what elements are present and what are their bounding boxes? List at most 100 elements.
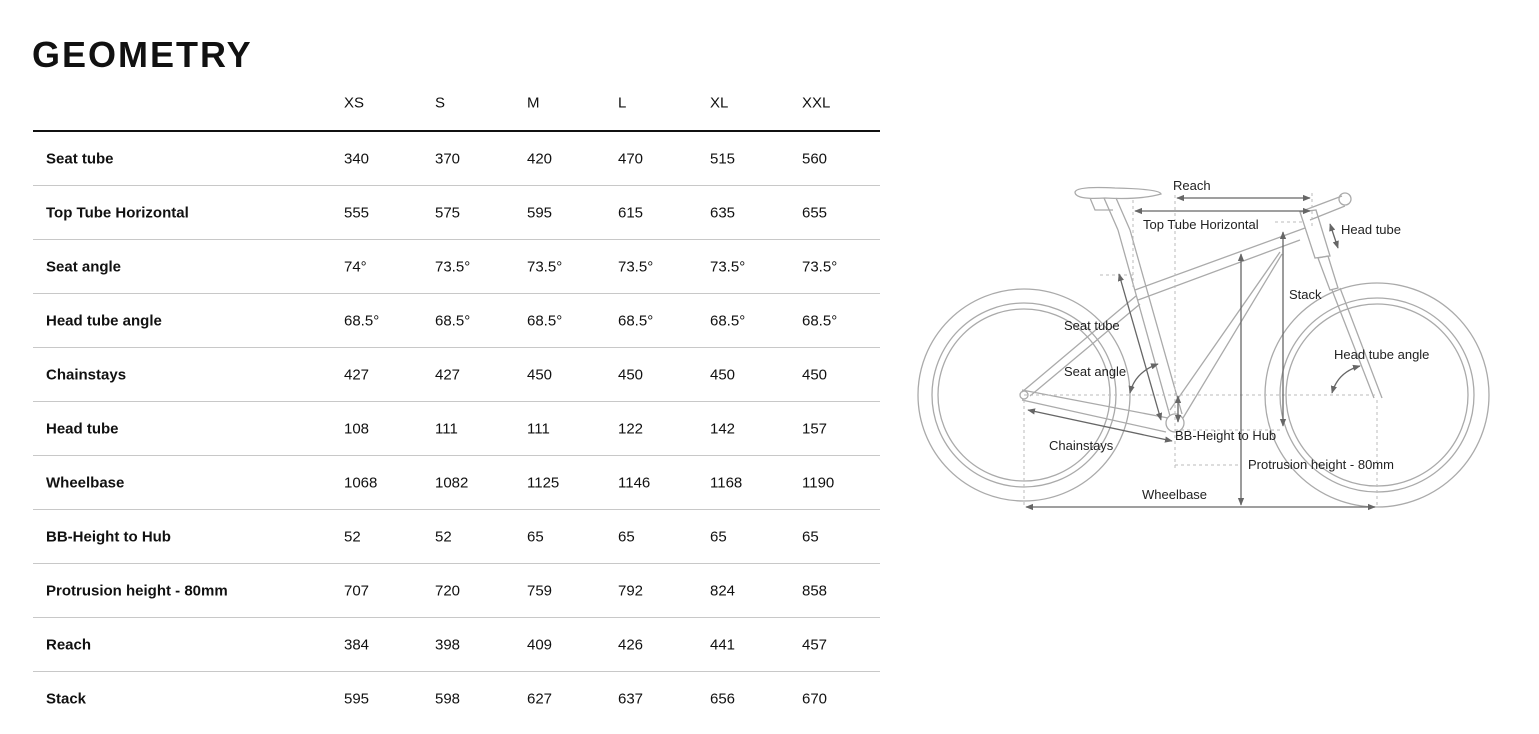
chain-stay	[1021, 389, 1169, 433]
table-row: Top Tube Horizontal 555 575 595 615 635 655	[33, 186, 880, 240]
saddle	[1074, 186, 1162, 211]
table-row: BB-Height to Hub 52 52 65 65 65 65	[33, 510, 880, 564]
table-cell: 111	[435, 420, 458, 437]
table-cell: 73.5°	[527, 258, 563, 275]
table-cell: 515	[710, 150, 736, 167]
table-cell: 759	[527, 582, 553, 599]
table-row: Seat tube 340 370 420 470 515 560	[33, 132, 880, 186]
table-cell: 108	[344, 420, 370, 437]
table-cell: 615	[618, 204, 644, 221]
seat-angle-arc	[1128, 363, 1159, 394]
table-cell: 450	[710, 366, 736, 383]
table-cell: 68.5°	[344, 312, 380, 329]
table-cell: 637	[618, 690, 644, 707]
label-chainstays: Chainstays	[1049, 438, 1114, 453]
table-cell: 598	[435, 690, 461, 707]
column-header-xs: XS	[344, 94, 365, 112]
table-cell: 792	[618, 582, 644, 599]
row-label: Seat angle	[46, 258, 122, 275]
label-seat-tube: Seat tube	[1064, 318, 1120, 333]
table-cell: 426	[618, 636, 644, 653]
table-cell: 457	[802, 636, 828, 653]
table-cell: 68.5°	[618, 312, 654, 329]
head-tube-angle-arc	[1330, 364, 1361, 394]
table-cell: 1068	[344, 474, 378, 491]
table-cell: 595	[344, 690, 370, 707]
table-cell: 52	[435, 528, 452, 545]
table-row: Stack 595 598 627 637 656 670	[33, 672, 880, 725]
table-cell: 858	[802, 582, 828, 599]
label-stack: Stack	[1289, 287, 1322, 302]
table-cell: 450	[802, 366, 828, 383]
seat-tube-arrow	[1117, 273, 1163, 421]
table-cell: 720	[435, 582, 461, 599]
table-cell: 68.5°	[527, 312, 563, 329]
column-header-s: S	[435, 94, 446, 112]
table-row: Wheelbase 1068 1082 1125 1146 1168 1190	[33, 456, 880, 510]
table-cell: 1146	[618, 474, 651, 491]
table-cell: 74°	[344, 258, 367, 275]
table-cell: 627	[527, 690, 553, 707]
table-cell: 441	[710, 636, 736, 653]
table-cell: 670	[802, 690, 828, 707]
row-label: BB-Height to Hub	[46, 528, 171, 545]
table-cell: 73.5°	[802, 258, 838, 275]
row-label: Chainstays	[46, 366, 127, 383]
table-row: Reach 384 398 409 426 441 457	[33, 618, 880, 672]
table-cell: 635	[710, 204, 736, 221]
column-header-xl: XL	[710, 94, 729, 112]
table-cell: 73.5°	[710, 258, 746, 275]
table-cell: 595	[527, 204, 553, 221]
label-top-tube: Top Tube Horizontal	[1143, 217, 1259, 232]
dimension-arrows	[1025, 194, 1376, 511]
label-head-tube: Head tube	[1341, 222, 1401, 237]
table-cell: 470	[618, 150, 644, 167]
column-header-xxl: XXL	[802, 94, 831, 112]
table-cell: 655	[802, 204, 828, 221]
table-cell: 68.5°	[710, 312, 746, 329]
table-cell: 707	[344, 582, 370, 599]
table-cell: 340	[344, 150, 370, 167]
label-seat-angle: Seat angle	[1064, 364, 1126, 379]
table-cell: 68.5°	[802, 312, 838, 329]
label-reach: Reach	[1173, 178, 1211, 193]
table-cell: 824	[710, 582, 736, 599]
table-row: Head tube angle 68.5° 68.5° 68.5° 68.5° 68.5°…	[33, 294, 880, 348]
row-label: Wheelbase	[46, 474, 125, 491]
table-cell: 73.5°	[435, 258, 471, 275]
chainstays-arrow	[1027, 408, 1173, 443]
seat-tube	[1117, 229, 1183, 417]
bike-geometry-diagram: Reach Top Tube Horizontal Head tube Stac…	[917, 178, 1490, 511]
table-cell: 142	[710, 420, 736, 437]
table-cell: 427	[344, 366, 370, 383]
page-title: GEOMETRY	[32, 34, 253, 75]
table-cell: 65	[527, 528, 544, 545]
table-cell: 122	[618, 420, 644, 437]
row-label: Seat tube	[46, 150, 114, 167]
table-cell: 65	[802, 528, 819, 545]
geometry-table: XS S M L XL XXL Seat tube 340 370 420 470 515 560 To…	[33, 84, 880, 725]
column-header-l: L	[618, 94, 627, 112]
table-cell: 656	[710, 690, 736, 707]
table-cell: 420	[527, 150, 553, 167]
table-cell: 555	[344, 204, 370, 221]
stem	[1304, 195, 1346, 221]
table-cell: 1082	[435, 474, 469, 491]
table-cell: 560	[802, 150, 828, 167]
table-cell: 1125	[527, 474, 560, 491]
column-header-m: M	[527, 94, 540, 112]
table-row: Seat angle 74° 73.5° 73.5° 73.5° 73.5° 73.5°	[33, 240, 880, 294]
row-label: Stack	[46, 690, 87, 707]
table-cell: 575	[435, 204, 461, 221]
table-cell: 1168	[710, 474, 743, 491]
label-wheelbase: Wheelbase	[1142, 487, 1207, 502]
table-cell: 370	[435, 150, 461, 167]
table-cell: 1190	[802, 474, 835, 491]
row-label: Head tube angle	[46, 312, 162, 329]
table-cell: 427	[435, 366, 461, 383]
table-cell: 384	[344, 636, 370, 653]
table-body: Seat tube 340 370 420 470 515 560 Top Tube Hori…	[33, 132, 880, 725]
row-label: Protrusion height - 80mm	[46, 582, 228, 599]
label-bb-height: BB-Height to Hub	[1175, 428, 1276, 443]
fork	[1317, 255, 1383, 399]
